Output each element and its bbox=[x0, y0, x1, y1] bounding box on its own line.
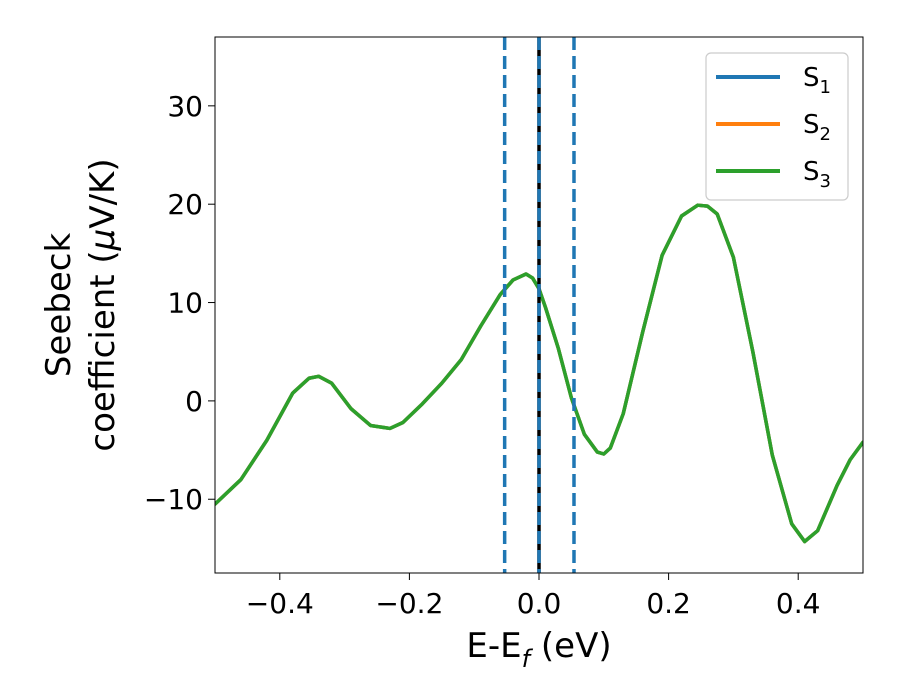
x-axis: −0.4 −0.2 0.0 0.2 0.4 bbox=[246, 573, 821, 620]
y-axis-label-line2-text: coefficient ( bbox=[83, 250, 123, 451]
series-s3-line bbox=[215, 203, 863, 544]
x-tick-label: 0.0 bbox=[517, 587, 562, 620]
y-axis-label: Seebeck coefficient (μV/K) bbox=[39, 158, 123, 451]
x-axis-label-main: E-E bbox=[466, 626, 521, 666]
legend-item-s2: S2 bbox=[716, 110, 831, 145]
y-axis: −10 0 10 20 30 bbox=[144, 90, 215, 516]
x-tick-label: −0.2 bbox=[375, 587, 443, 620]
x-tick-label: 0.4 bbox=[776, 587, 821, 620]
legend-label: S1 bbox=[803, 63, 831, 98]
y-tick-label: 30 bbox=[167, 90, 203, 123]
y-tick-label: 10 bbox=[167, 287, 203, 320]
x-tick-label: 0.2 bbox=[646, 587, 691, 620]
y-axis-label-mu: μ bbox=[83, 229, 123, 252]
legend-item-s3: S3 bbox=[716, 157, 831, 192]
y-tick-label: 0 bbox=[185, 385, 203, 418]
legend-label: S3 bbox=[803, 157, 831, 192]
y-axis-label-line2: coefficient (μV/K) bbox=[83, 158, 123, 451]
y-axis-label-unit: V/K) bbox=[83, 158, 123, 228]
y-tick-label: −10 bbox=[144, 483, 203, 516]
y-tick-label: 20 bbox=[167, 188, 203, 221]
legend-item-s1: S1 bbox=[716, 63, 831, 98]
x-axis-label-unit: (eV) bbox=[530, 626, 612, 666]
legend-box bbox=[705, 52, 849, 201]
plot-area bbox=[214, 36, 864, 574]
x-tick-label: −0.4 bbox=[246, 587, 314, 620]
legend: S1 S2 S3 bbox=[705, 52, 849, 201]
y-axis-label-line1: Seebeck bbox=[39, 233, 79, 378]
legend-label: S2 bbox=[803, 110, 831, 145]
x-axis-label: E-Ef (eV) bbox=[466, 626, 611, 673]
